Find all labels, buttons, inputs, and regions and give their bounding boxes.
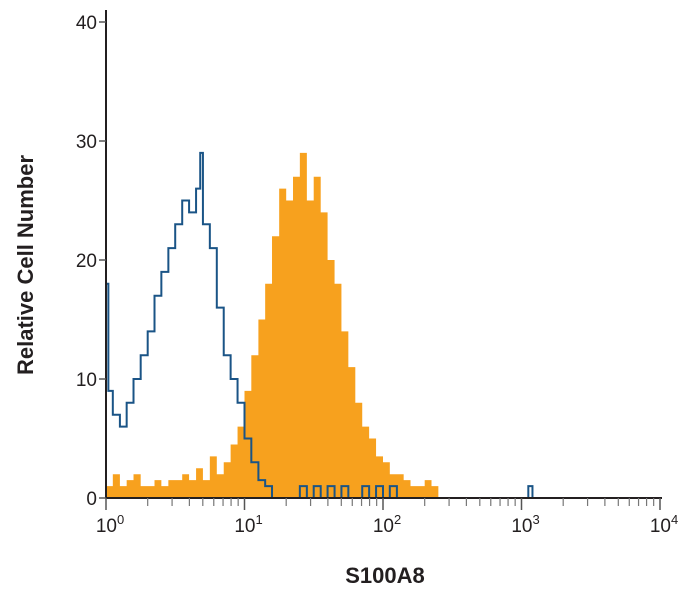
x-axis-label: S100A8	[345, 563, 425, 588]
y-tick-label: 0	[86, 489, 97, 510]
y-tick-label: 20	[76, 251, 97, 272]
series-1-outline-histogram	[106, 151, 660, 499]
x-tick-label: 104	[650, 512, 678, 537]
y-tick-label: 30	[76, 132, 97, 153]
series-layer	[106, 151, 660, 499]
x-tick-label: 103	[511, 512, 539, 537]
x-tick-label: 101	[234, 512, 262, 537]
axes-layer: 0 10 20 30 40 100 101 102 103 104	[76, 10, 678, 537]
x-tick-label: 100	[96, 512, 124, 537]
y-tick-label: 10	[76, 370, 97, 391]
y-axis-label: Relative Cell Number	[13, 155, 38, 376]
x-tick-label: 102	[373, 512, 401, 537]
y-tick-label: 40	[76, 13, 97, 34]
